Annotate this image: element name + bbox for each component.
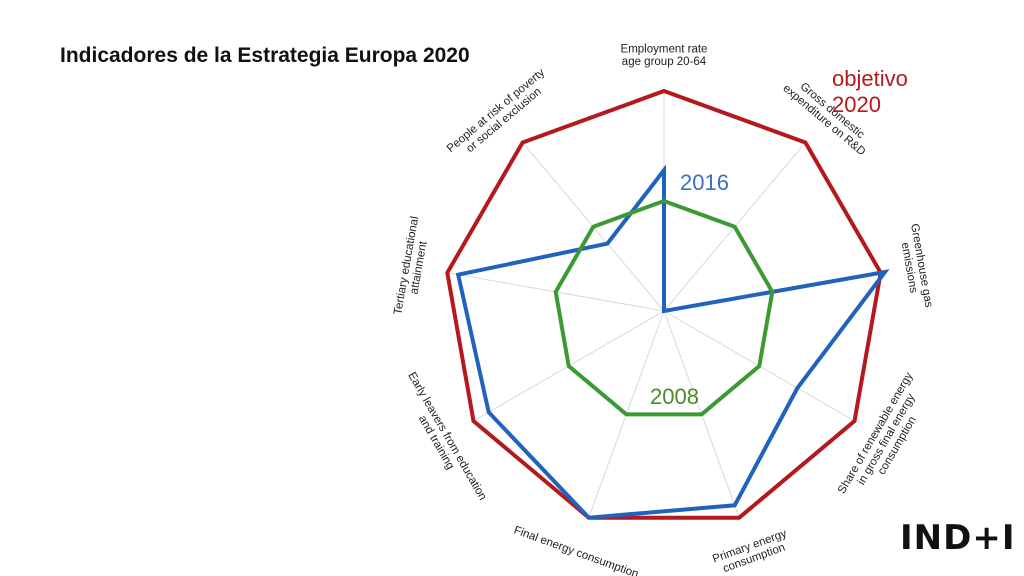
series-line-0 (445, 88, 883, 520)
axis-label: Primary energyconsumption (711, 528, 793, 576)
series-label: 2016 (680, 170, 729, 195)
series-line-1 (455, 164, 890, 520)
chart-title: Indicadores de la Estrategia Europa 2020 (60, 44, 470, 67)
axis-label: Tertiary educationalattainment (392, 215, 433, 317)
axis-label: Final energy consumption (512, 524, 640, 576)
series-label: 2008 (650, 384, 699, 409)
axis-label: Share of renewable energyin gross final … (836, 370, 937, 508)
axis-label: Early leavers from educationand training (394, 370, 488, 508)
brand-logo: IND+I (900, 518, 1016, 558)
axis-label: Greenhouse gasemissions (896, 223, 935, 311)
axis-label: People at risk of povertyor social exclu… (445, 66, 555, 164)
series-label: objetivo 2020 (832, 66, 908, 117)
series-line-2 (553, 198, 775, 417)
axis-label: Employment rate age group 20-64 (621, 44, 708, 68)
